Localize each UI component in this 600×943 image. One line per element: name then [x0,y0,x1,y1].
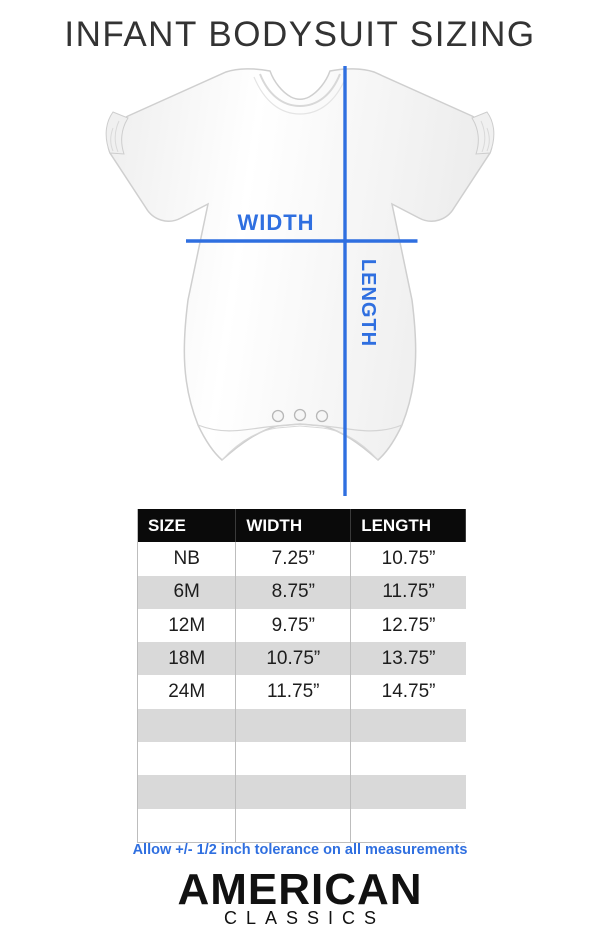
svg-text:LENGTH: LENGTH [357,259,379,347]
svg-text:WIDTH: WIDTH [237,210,314,235]
